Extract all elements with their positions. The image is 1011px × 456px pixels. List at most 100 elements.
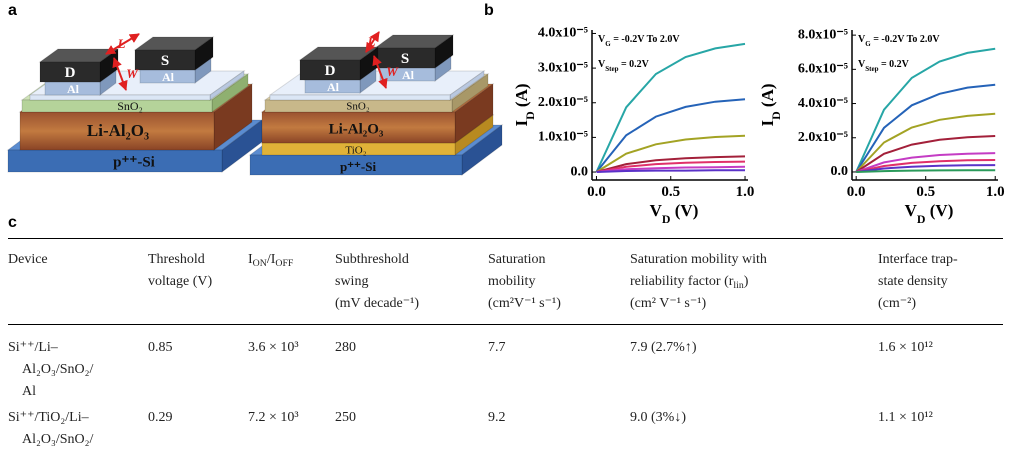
table-cell: (cm² V⁻¹ s⁻¹) — [630, 296, 707, 311]
table-cell: ION/IOFF — [248, 252, 293, 268]
table-cell: 1.6 × 10¹² — [878, 340, 933, 355]
table-cell: 9.0 (3%↓) — [630, 410, 686, 425]
panel-label: a — [8, 2, 17, 19]
y-tick-label: 0.0 — [831, 164, 849, 179]
layer-label: SnO₂ — [346, 101, 370, 113]
table-cell: 7.2 × 10³ — [248, 410, 299, 425]
annotation-run: G — [605, 40, 611, 48]
contact-label: Al — [162, 70, 175, 84]
layer-label: p⁺⁺-Si — [113, 154, 155, 170]
annotation: VStep = 0.2V — [598, 59, 650, 73]
y-tick-label: 1.0x10⁻⁵ — [538, 130, 588, 145]
data-line — [855, 47, 996, 173]
text-run: /I — [266, 252, 276, 267]
data-line — [855, 135, 996, 173]
table-rule — [8, 238, 1003, 239]
table-cell: 3.6 × 10³ — [248, 340, 299, 355]
text-run: I — [248, 252, 253, 267]
y-axis-title-run: D — [769, 111, 783, 120]
y-tick-label: 8.0x10⁻⁵ — [798, 27, 848, 42]
y-axis-title-run: D — [523, 111, 537, 120]
table-cell: reliability factor (rlin) — [630, 274, 748, 290]
table-cell: 250 — [335, 410, 356, 425]
layer — [261, 111, 456, 144]
annotation-run: V — [858, 34, 866, 45]
table-cell: swing — [335, 274, 369, 289]
y-axis-title-run: I — [512, 120, 531, 127]
table-cell: 1.1 × 10¹² — [878, 410, 933, 425]
x-tick-label: 1.0 — [986, 184, 1005, 200]
table-cell: Saturation mobility with — [630, 252, 767, 267]
electrode — [39, 61, 101, 83]
panel-label: c — [8, 214, 17, 231]
table-cell: Device — [8, 252, 48, 267]
table-cell: Si⁺⁺/Li– — [8, 340, 58, 355]
table-cell: Al₂O₃/SnO₂/ — [22, 362, 94, 377]
annotation-run: V — [858, 59, 866, 70]
table-cell: Interface trap- — [878, 252, 958, 267]
table-rule — [8, 324, 1003, 325]
arrow — [105, 33, 140, 55]
layer-label: SnO₂ — [117, 99, 143, 113]
layer — [29, 94, 211, 101]
table-cell: 7.7 — [488, 340, 506, 355]
data-line — [595, 98, 746, 173]
annotation-run: = 0.2V — [878, 59, 909, 70]
data-line — [855, 112, 996, 173]
text-run: reliability factor (r — [630, 274, 734, 289]
data-line — [855, 152, 996, 173]
contact-label: Al — [402, 68, 415, 82]
layer-label: Li-Al₂O₃ — [329, 121, 384, 137]
y-tick-label: 4.0x10⁻⁵ — [798, 96, 848, 111]
y-axis-title-run: (A) — [758, 83, 777, 111]
contact-label: Al — [67, 82, 80, 96]
x-axis-title-run: (V) — [926, 201, 954, 220]
data-line — [856, 164, 996, 173]
table-cell: mobility — [488, 274, 536, 289]
y-tick-label: 0.0 — [571, 164, 589, 179]
text-run: OFF — [275, 258, 294, 269]
table-cell: (cm²V⁻¹ s⁻¹) — [488, 296, 561, 311]
width-label: W — [126, 66, 139, 81]
table-cell: 0.29 — [148, 410, 173, 425]
width-label: W — [386, 64, 399, 79]
electrode — [134, 49, 196, 71]
text-run: ON — [252, 258, 267, 269]
annotation-run: V — [598, 59, 606, 70]
x-tick-label: 0.5 — [916, 184, 935, 200]
electrode-label: S — [401, 51, 409, 67]
arrow — [372, 55, 388, 89]
table-cell: 9.2 — [488, 410, 506, 425]
x-axis-title-run: D — [662, 212, 671, 226]
data-line — [855, 83, 996, 173]
annotation-run: = 0.2V — [618, 59, 649, 70]
layer — [269, 94, 451, 101]
data-line — [855, 159, 996, 173]
table-cell: Saturation — [488, 252, 546, 267]
arrow — [112, 57, 128, 91]
table-cell: voltage (V) — [148, 274, 213, 289]
annotation: VG = -0.2V To 2.0V — [598, 34, 680, 48]
table-cell: 0.85 — [148, 340, 173, 355]
figure: SAlDAlLWSnO₂Li-Al₂O₃p⁺⁺-SiSAlDAlLWSnO₂Li… — [6, 26, 1005, 226]
text-run: lin — [733, 280, 744, 291]
data-line — [596, 169, 745, 173]
electrode-label: D — [325, 63, 336, 79]
text-run: ) — [743, 274, 749, 289]
x-axis-title-run: V — [650, 201, 663, 220]
table-cell: 7.9 (2.7%↑) — [630, 340, 697, 355]
table-cell: Subthreshold — [335, 252, 409, 267]
y-axis-title: ID (A) — [512, 83, 537, 126]
x-tick-label: 0.0 — [847, 184, 866, 200]
y-axis-title: ID (A) — [758, 83, 783, 126]
annotation-run: Step — [605, 65, 618, 73]
x-axis-title: VD (V) — [905, 201, 954, 226]
x-tick-label: 0.0 — [587, 184, 606, 200]
y-tick-label: 2.0x10⁻⁵ — [798, 130, 848, 145]
x-axis-title: VD (V) — [650, 201, 699, 226]
data-line — [595, 42, 746, 173]
annotation-run: V — [598, 34, 606, 45]
arrow — [365, 31, 380, 53]
x-tick-label: 1.0 — [736, 184, 755, 200]
